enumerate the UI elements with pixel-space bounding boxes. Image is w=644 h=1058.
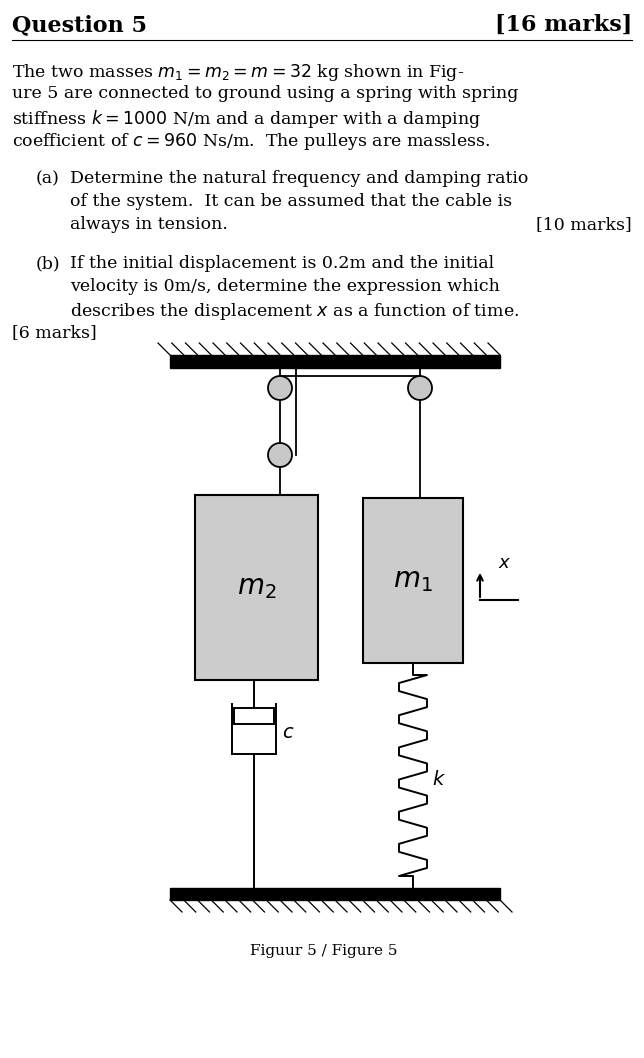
Text: coefficient of $c = 960$ Ns/m.  The pulleys are massless.: coefficient of $c = 960$ Ns/m. The pulle… (12, 131, 490, 152)
Text: If the initial displacement is 0.2m and the initial: If the initial displacement is 0.2m and … (70, 255, 494, 272)
Text: $x$: $x$ (498, 554, 511, 572)
Text: $k$: $k$ (432, 770, 446, 789)
Text: ure 5 are connected to ground using a spring with spring: ure 5 are connected to ground using a sp… (12, 85, 518, 102)
Bar (234, 708, 274, 724)
Text: (b): (b) (36, 255, 61, 272)
Text: velocity is 0m/s, determine the expression which: velocity is 0m/s, determine the expressi… (70, 278, 500, 295)
Bar (170, 355, 500, 368)
Text: always in tension.: always in tension. (70, 216, 228, 233)
Text: $m_1$: $m_1$ (393, 567, 433, 594)
Text: $m_2$: $m_2$ (237, 574, 276, 601)
Text: [16 marks]: [16 marks] (495, 14, 632, 36)
Text: [10 marks]: [10 marks] (536, 216, 632, 233)
Text: The two masses $m_1 = m_2 = m = 32$ kg shown in Fig-: The two masses $m_1 = m_2 = m = 32$ kg s… (12, 62, 464, 83)
Circle shape (268, 443, 292, 467)
Text: of the system.  It can be assumed that the cable is: of the system. It can be assumed that th… (70, 193, 512, 209)
Bar (363, 498, 463, 663)
Text: [6 marks]: [6 marks] (12, 324, 97, 341)
Text: Determine the natural frequency and damping ratio: Determine the natural frequency and damp… (70, 170, 528, 187)
Text: Question 5: Question 5 (12, 14, 147, 36)
Circle shape (408, 376, 432, 400)
Circle shape (268, 376, 292, 400)
Text: describes the displacement $x$ as a function of time.: describes the displacement $x$ as a func… (70, 300, 519, 322)
Bar (195, 495, 318, 680)
Text: stiffness $k = 1000$ N/m and a damper with a damping: stiffness $k = 1000$ N/m and a damper wi… (12, 108, 481, 130)
Bar (170, 888, 500, 900)
Text: Figuur 5 / Figure 5: Figuur 5 / Figure 5 (250, 944, 397, 957)
Text: $c$: $c$ (282, 724, 294, 742)
Text: (a): (a) (36, 170, 60, 187)
